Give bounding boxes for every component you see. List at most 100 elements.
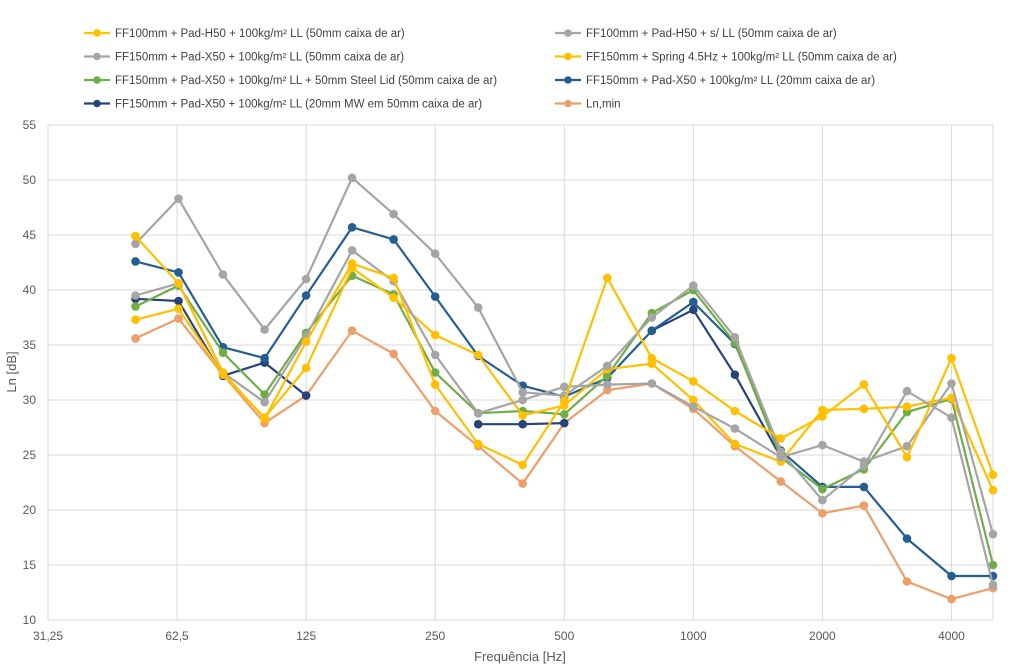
data-point [730, 370, 740, 380]
data-point [859, 404, 869, 414]
data-point [947, 594, 956, 604]
data-point [131, 315, 140, 325]
data-point [560, 396, 569, 406]
x-tick-label: 31,25 [33, 629, 63, 643]
data-point [347, 326, 357, 336]
data-point [430, 292, 440, 301]
data-point [260, 397, 269, 407]
data-point [218, 348, 228, 358]
data-point [776, 452, 786, 462]
y-tick-label: 10 [23, 613, 37, 627]
legend-item: FF100mm + Pad-H50 + 100kg/m² LL (50mm ca… [84, 28, 405, 40]
legend-item: FF100mm + Pad-H50 + s/ LL (50mm caixa de… [555, 28, 837, 40]
data-point [947, 353, 956, 363]
data-point [689, 305, 698, 315]
data-point [430, 380, 440, 389]
series-lines [131, 173, 998, 604]
data-point [947, 379, 956, 388]
x-tick-label: 4000 [938, 629, 965, 643]
data-point [518, 411, 528, 420]
data-point [389, 209, 398, 219]
data-point [818, 412, 827, 421]
y-tick-label: 35 [23, 338, 37, 352]
data-point [518, 460, 528, 470]
legend-label: FF150mm + Spring 4.5Hz + 100kg/m² LL (50… [586, 52, 897, 64]
legend-label: FF150mm + Pad-X50 + 100kg/m² LL (20mm ca… [586, 75, 875, 87]
legend-marker [564, 99, 572, 108]
data-point [647, 313, 657, 322]
data-point [301, 337, 311, 347]
data-point [859, 501, 869, 510]
data-point [902, 534, 912, 543]
y-axis-title: Ln [dB] [4, 351, 19, 392]
data-point [988, 580, 998, 590]
data-point [988, 470, 998, 480]
legend-item: Ln,min [555, 99, 621, 111]
y-tick-label: 55 [23, 118, 37, 132]
data-point [131, 291, 140, 300]
data-point [260, 353, 269, 363]
x-tick-label: 62,5 [165, 629, 189, 643]
series-line [651, 308, 782, 458]
data-point [947, 413, 956, 422]
data-point [389, 293, 398, 303]
y-tick-label: 40 [23, 283, 37, 297]
legend-marker [564, 29, 572, 37]
legend-marker [93, 29, 101, 37]
data-point [988, 529, 998, 539]
data-point [174, 268, 183, 277]
series-0 [131, 231, 998, 480]
data-point [518, 395, 528, 405]
data-point [260, 414, 269, 424]
data-point [347, 223, 357, 232]
data-point [560, 382, 569, 392]
data-point [131, 231, 140, 241]
y-tick-label: 30 [23, 393, 37, 407]
legend-item: FF150mm + Spring 4.5Hz + 100kg/m² LL (50… [555, 52, 897, 64]
legend-label: FF150mm + Pad-X50 + 100kg/m² LL (20mm MW… [115, 99, 482, 111]
data-point [603, 361, 612, 371]
data-point [430, 330, 440, 340]
y-tick-label: 20 [23, 503, 37, 517]
legend-marker [564, 76, 572, 84]
data-point [131, 257, 140, 266]
data-point [174, 314, 183, 323]
data-point [689, 402, 698, 411]
data-point [430, 406, 440, 416]
data-point [301, 391, 311, 400]
data-point [818, 509, 827, 518]
data-point [301, 274, 311, 284]
data-point [647, 379, 657, 388]
tick-labels: 10 15 20 25 30 35 40 45 50 55 31,25 62,5 125 250 500 10… [23, 118, 965, 643]
data-point [988, 485, 998, 495]
legend-item: FF150mm + Pad-X50 + 100kg/m² LL + 50mm S… [84, 75, 497, 87]
data-point [818, 484, 827, 494]
legend-marker [564, 52, 572, 61]
legend-marker [93, 99, 101, 108]
data-point [430, 249, 440, 258]
data-point [260, 325, 269, 334]
data-point [301, 363, 311, 373]
data-point [389, 273, 398, 283]
y-tick-label: 45 [23, 228, 37, 242]
data-point [560, 410, 569, 419]
data-point [473, 303, 483, 312]
data-point [730, 406, 740, 416]
legend-label: FF100mm + Pad-H50 + s/ LL (50mm caixa de… [586, 28, 837, 40]
data-point [518, 479, 528, 488]
data-point [473, 350, 483, 360]
data-point [730, 439, 740, 449]
legend-marker [93, 76, 101, 84]
data-point [174, 296, 183, 306]
data-point [689, 297, 698, 307]
x-tick-label: 1000 [680, 629, 707, 643]
data-point [347, 259, 357, 268]
data-point [603, 273, 612, 283]
data-point [389, 235, 398, 244]
x-tick-label: 2000 [809, 629, 836, 643]
legend-item: FF150mm + Pad-X50 + 100kg/m² LL (50mm ca… [84, 52, 404, 64]
data-point [902, 452, 912, 462]
data-point [473, 408, 483, 418]
series-2 [131, 173, 998, 590]
